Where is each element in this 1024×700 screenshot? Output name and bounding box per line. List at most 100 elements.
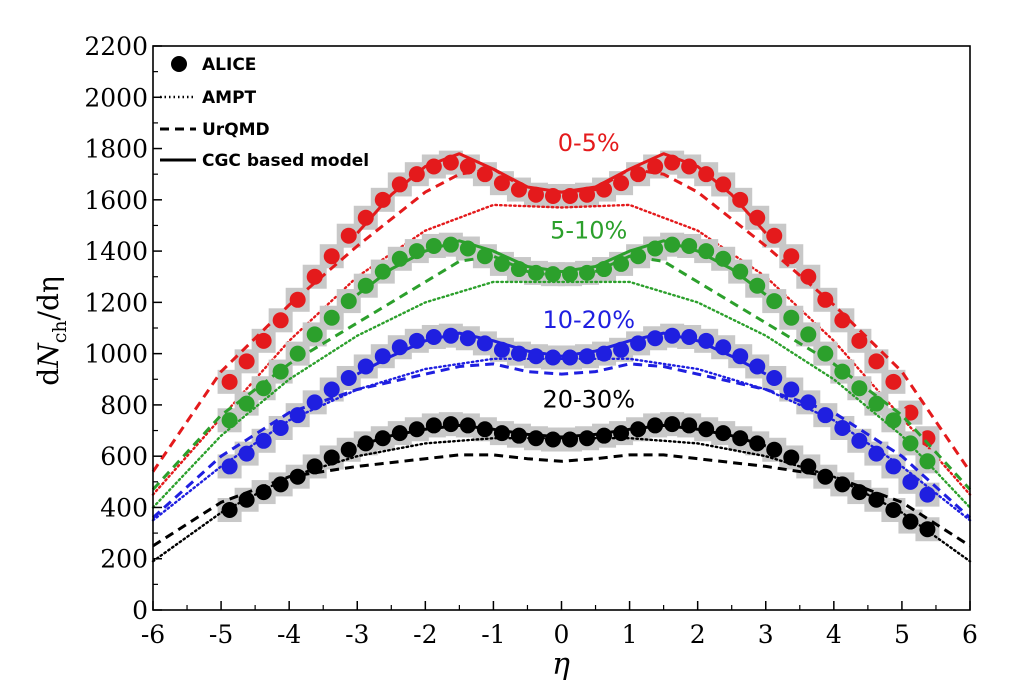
alice-point-0-5pct <box>340 227 357 244</box>
alice-point-10-20pct <box>664 327 681 344</box>
alice-point-10-20pct <box>306 394 323 411</box>
alice-point-5-10pct <box>289 345 306 362</box>
alice-point-10-20pct <box>544 349 561 366</box>
alice-point-20-30pct <box>476 421 493 438</box>
alice-point-20-30pct <box>374 430 391 447</box>
alice-point-5-10pct <box>425 237 442 254</box>
alice-point-5-10pct <box>408 243 425 260</box>
alice-point-0-5pct <box>476 166 493 183</box>
alice-point-10-20pct <box>527 348 544 365</box>
alice-point-10-20pct <box>425 328 442 345</box>
series-label-10-20pct: 10-20% <box>542 306 635 334</box>
alice-point-0-5pct <box>579 186 596 203</box>
alice-point-10-20pct <box>919 486 936 503</box>
alice-point-20-30pct <box>357 435 374 452</box>
x-tick-label: -5 <box>209 620 233 649</box>
alice-point-0-5pct <box>357 209 374 226</box>
y-tick-label: 1200 <box>84 288 148 317</box>
alice-point-10-20pct <box>493 341 510 358</box>
alice-point-5-10pct <box>715 250 732 267</box>
alice-point-20-30pct <box>238 491 255 508</box>
alice-point-20-30pct <box>885 502 902 519</box>
y-tick-label: 1400 <box>84 237 148 266</box>
alice-point-20-30pct <box>340 441 357 458</box>
alice-point-20-30pct <box>527 430 544 447</box>
alice-point-0-5pct <box>630 166 647 183</box>
alice-point-0-5pct <box>834 312 851 329</box>
series-label-20-30pct: 20-30% <box>542 385 635 413</box>
alice-point-10-20pct <box>783 381 800 398</box>
alice-point-5-10pct <box>544 266 561 283</box>
alice-point-5-10pct <box>340 293 357 310</box>
cgc-line-5-10pct <box>356 239 767 296</box>
y-tick-label: 1000 <box>84 340 148 369</box>
alice-point-20-30pct <box>919 521 936 538</box>
alice-point-0-5pct <box>510 181 527 198</box>
alice-point-5-10pct <box>817 345 834 362</box>
alice-point-5-10pct <box>698 243 715 260</box>
alice-point-10-20pct <box>834 419 851 436</box>
alice-point-10-20pct <box>885 458 902 475</box>
alice-point-10-20pct <box>868 445 885 462</box>
alice-point-10-20pct <box>613 341 630 358</box>
series-label-0-5pct: 0-5% <box>558 129 620 157</box>
alice-point-5-10pct <box>919 453 936 470</box>
alice-point-0-5pct <box>323 248 340 265</box>
y-axis-title-rest: /dη <box>32 276 65 320</box>
alice-point-10-20pct <box>255 432 272 449</box>
alice-point-0-5pct <box>238 353 255 370</box>
x-tick-label: -3 <box>345 620 369 649</box>
urqmd-line-0-5pct <box>151 167 972 473</box>
axes: -6 -5 -4 -3 -2 -1 0 1 2 3 4 5 6 0 200 400 600 800 1000 1200… <box>84 32 978 649</box>
x-tick-label: -4 <box>277 620 301 649</box>
x-tick-label: 2 <box>690 620 706 649</box>
y-tick-label: 0 <box>132 596 148 625</box>
urqmd-line-5-10pct <box>151 254 972 491</box>
plot-data <box>151 150 972 563</box>
alice-point-20-30pct <box>681 417 698 434</box>
legend-label-alice: ALICE <box>202 55 256 75</box>
alice-point-20-30pct <box>562 431 579 448</box>
alice-point-5-10pct <box>902 435 919 452</box>
alice-point-10-20pct <box>459 330 476 347</box>
alice-point-0-5pct <box>374 191 391 208</box>
alice-point-0-5pct <box>817 291 834 308</box>
urqmd-line-10-20pct <box>151 362 972 519</box>
alice-point-0-5pct <box>306 268 323 285</box>
alice-point-20-30pct <box>596 427 613 444</box>
series-labels: 0-5% 5-10% 10-20% 20-30% <box>542 129 635 413</box>
alice-point-5-10pct <box>323 309 340 326</box>
y-tick-label: 200 <box>100 545 148 574</box>
alice-point-5-10pct <box>766 293 783 310</box>
alice-point-5-10pct <box>783 309 800 326</box>
x-tick-label: 0 <box>554 620 570 649</box>
alice-point-0-5pct <box>919 430 936 447</box>
alice-point-0-5pct <box>493 175 510 192</box>
alice-point-5-10pct <box>562 266 579 283</box>
alice-point-10-20pct <box>681 328 698 345</box>
x-tick-label: -2 <box>413 620 437 649</box>
alice-point-5-10pct <box>255 380 272 397</box>
alice-point-20-30pct <box>544 431 561 448</box>
alice-point-10-20pct <box>323 381 340 398</box>
alice-point-20-30pct <box>408 421 425 438</box>
alice-point-10-20pct <box>715 339 732 356</box>
alice-point-5-10pct <box>664 236 681 253</box>
alice-point-20-30pct <box>442 416 459 433</box>
alice-point-0-5pct <box>647 158 664 175</box>
series-label-5-10pct: 5-10% <box>550 216 627 244</box>
x-axis-title: η <box>552 647 570 682</box>
alice-point-20-30pct <box>834 476 851 493</box>
alice-point-10-20pct <box>698 332 715 349</box>
alice-point-10-20pct <box>562 349 579 366</box>
alice-point-20-30pct <box>289 468 306 485</box>
alice-point-5-10pct <box>630 248 647 265</box>
alice-point-20-30pct <box>630 421 647 438</box>
y-tick-label: 2000 <box>84 83 148 112</box>
alice-point-0-5pct <box>698 166 715 183</box>
y-tick-label: 1800 <box>84 135 148 164</box>
alice-point-0-5pct <box>425 158 442 175</box>
legend-label-urqmd: UrQMD <box>202 120 270 140</box>
alice-point-10-20pct <box>238 445 255 462</box>
